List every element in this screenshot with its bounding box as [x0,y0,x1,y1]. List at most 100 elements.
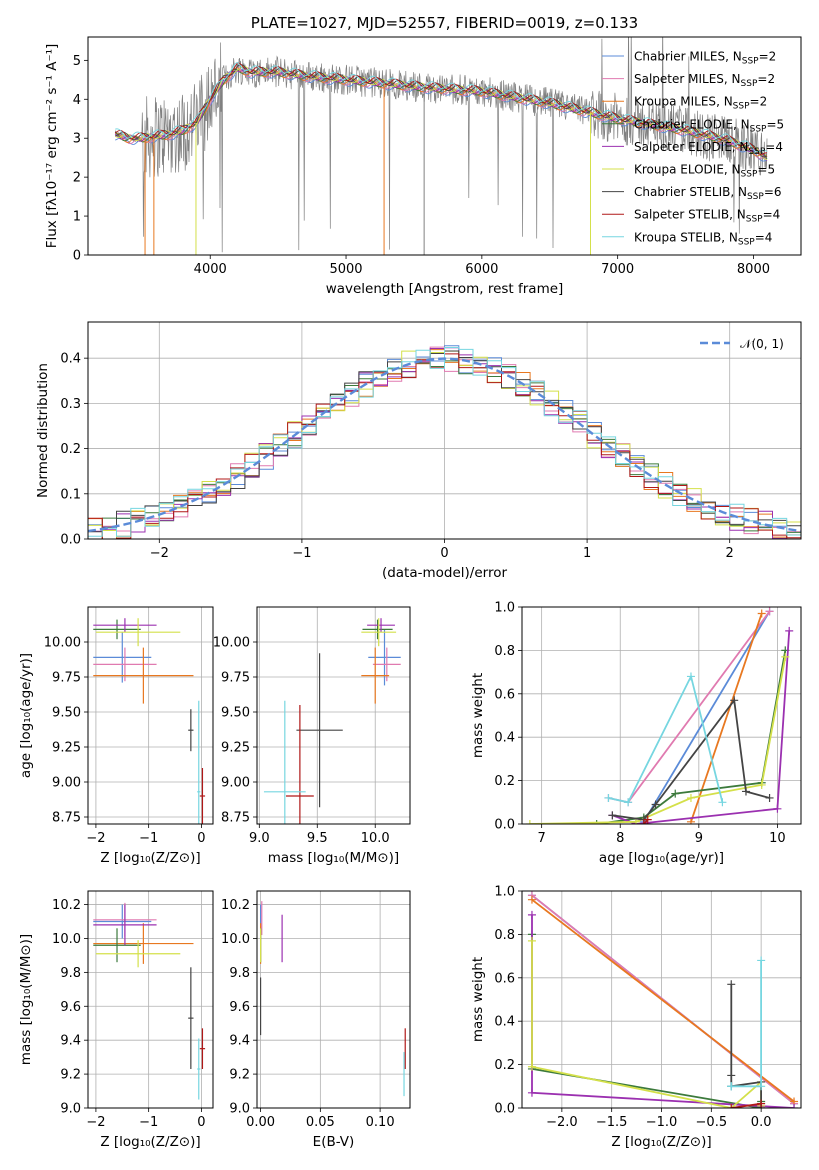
x-tick-label: −0.5 [696,1115,728,1130]
y-tick-label: 10.0 [221,932,250,947]
axes-frame [87,321,802,540]
y-tick-label: 9.6 [60,1000,81,1015]
y-axis-label: mass [log₁₀(M/M⊙)] [18,934,34,1065]
x-tick-label: −2 [150,546,169,561]
legend-nssp: 4 [773,208,781,222]
mass-weight-line [612,697,770,821]
legend-nssp: 5 [777,117,785,131]
y-tick-label: 0.6 [494,687,515,702]
data-marker [727,1071,736,1080]
y-tick-label: 0.0 [494,1102,515,1117]
data-marker [765,793,774,802]
y-tick-label: 10.2 [52,898,81,913]
legend-equals: = [757,163,767,177]
data-marker [527,936,536,945]
y-tick-label: 0.0 [60,533,81,548]
data-marker [718,798,727,807]
y-tick-label: 9.8 [229,966,250,981]
legend-nssp: 2 [769,50,777,64]
x-tick-label: −1 [139,1115,158,1130]
y-tick-label: 0.4 [494,1015,515,1030]
y-tick-label: 4 [73,93,81,108]
y-tick-label: 9.8 [60,966,81,981]
y-tick-label: 9.2 [60,1068,81,1083]
x-tick-label: 9 [695,831,703,846]
mass-weight-line [531,940,762,1108]
x-tick-label: 0.0 [751,1115,772,1130]
data-marker [686,817,695,824]
y-tick-label: 10.00 [213,636,250,651]
histogram-plot [88,345,801,539]
y-tick-label: 8.75 [221,811,250,826]
data-marker [686,672,695,681]
y-tick-label: 9.4 [60,1034,81,1049]
legend-subscript: SSP [748,147,765,157]
x-tick-label: 4000 [194,262,227,277]
y-tick-label: 0.8 [494,644,515,659]
y-tick-label: 1.0 [494,601,515,616]
y-tick-label: 10.2 [221,898,250,913]
y-tick-label: 9.00 [52,776,81,791]
y-tick-label: 9.75 [52,671,81,686]
axes-frame [256,606,411,825]
legend-equals: = [766,117,776,131]
x-tick-label: 0.10 [366,1115,395,1130]
x-tick-label: 7000 [601,262,634,277]
legend-label: Kroupa STELIB, NSSP=4 [634,230,772,247]
legend-nssp: 5 [767,163,775,177]
legend-label: Chabrier STELIB, NSSP=6 [634,185,782,202]
y-tick-label: 8.75 [52,811,81,826]
y-tick-label: 0.2 [60,442,81,457]
legend-label: Chabrier MILES, NSSP=2 [634,50,776,67]
legend-subscript: SSP [747,192,764,202]
data-marker [592,820,601,824]
x-tick-label: −1.5 [596,1115,628,1130]
x-tick-label: −1 [292,546,311,561]
legend-model-name: Kroupa STELIB [634,230,721,244]
model-spectrum [114,69,768,160]
y-tick-label: 1 [73,210,81,225]
legend-model-name: Kroupa MILES [634,95,716,109]
y-tick-label: 9.6 [229,1000,250,1015]
errorbar-plot [93,902,206,1100]
x-tick-label: 9.0 [249,831,270,846]
y-tick-label: 9.2 [229,1068,250,1083]
legend-label: Salpeter MILES, NSSP=2 [634,72,775,89]
x-tick-label: 2 [726,546,734,561]
legend-subscript: SSP [746,215,763,225]
model-spectrum [115,64,768,158]
x-axis-label: mass [log₁₀(M/M⊙)] [268,850,399,866]
data-marker [730,696,739,705]
x-tick-label: 8000 [737,262,770,277]
data-marker [727,1104,736,1108]
data-marker [527,910,536,919]
x-tick-label: 1 [583,546,591,561]
legend-nssp: 4 [775,140,783,154]
legend-subscript: SSP [741,170,758,180]
y-tick-label: 5 [73,54,81,69]
y-tick-label: 0.8 [494,928,515,943]
mass-weight-line [608,673,724,804]
legend-equals: = [764,185,774,199]
x-axis-label: wavelength [Angstrom, rest frame] [326,281,564,297]
data-marker [741,787,750,796]
data-marker [757,1099,766,1108]
mass-weight-line [730,984,762,1108]
legend-model-name: Salpeter ELODIE [634,140,732,154]
legend-label: Kroupa MILES, NSSP=2 [634,95,767,112]
y-tick-label: 0.6 [494,971,515,986]
legend-model-name: Salpeter MILES [634,72,724,86]
mass-weight-line [690,613,763,823]
legend-label: Kroupa ELODIE, NSSP=5 [634,163,775,180]
legend-nssp: 2 [767,72,775,86]
data-marker [527,895,536,904]
y-tick-label: 0.2 [494,1058,515,1073]
y-tick-label: 3 [73,132,81,147]
data-marker [757,1082,766,1091]
x-axis-label: Z [log₁₀(Z/Z⊙)] [611,1134,711,1150]
data-marker [727,980,736,989]
data-marker [765,607,774,616]
x-tick-label: 0 [197,1115,205,1130]
mass-weight-plot [527,891,799,1108]
y-tick-label: 9.0 [229,1102,250,1117]
